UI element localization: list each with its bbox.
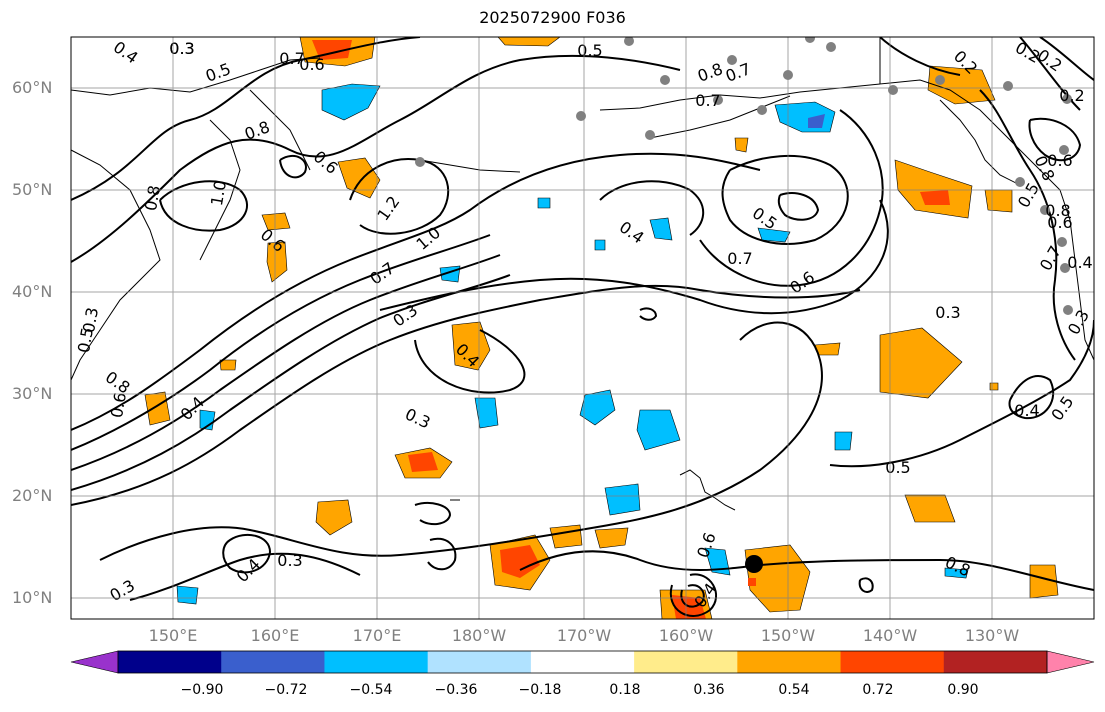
colorbar-segment	[737, 651, 842, 673]
contour-label: 1.2	[373, 192, 403, 224]
lon-label-150e: 150°E	[148, 626, 198, 645]
colorbar-tick-label: 0.18	[609, 682, 641, 698]
contour-label: 0.8	[141, 184, 164, 212]
contour-label: 1.0	[412, 223, 444, 254]
colorbar-tick-label: 0.36	[693, 682, 725, 698]
lon-label-170w: 170°W	[556, 626, 612, 645]
positive-anomaly-shading	[144, 37, 1059, 619]
colorbar	[70, 650, 1095, 674]
contour-label: 0.7	[366, 258, 398, 288]
figure-title: 2025072900 F036	[479, 8, 626, 27]
strong-negative-anomaly-shading	[808, 114, 825, 128]
lon-label-180w: 180°W	[451, 626, 507, 645]
contour-label: 0.8	[1045, 201, 1070, 220]
colorbar-tick-label: −0.18	[518, 682, 562, 698]
contour-label: 0.4	[110, 37, 142, 67]
lon-label-170e: 170°E	[352, 626, 402, 645]
lat-label-40n: 40°N	[12, 282, 53, 301]
lon-label-160e: 160°E	[250, 626, 300, 645]
contour-label: 0.4	[616, 217, 648, 247]
contour-label: 0.6	[310, 147, 342, 178]
map-frame	[70, 36, 1095, 620]
colorbar-segment	[943, 651, 1048, 673]
contour-label: 0.7	[695, 91, 720, 110]
graticule	[71, 37, 1094, 619]
contour-label: 0.7	[727, 249, 752, 268]
map-area: 0.30.40.5 0.60.70.80.80.60.80.61.0 1.21.00…	[71, 37, 1094, 619]
strong-positive-anomaly-shading	[312, 40, 950, 619]
colorbar-min-extension	[70, 650, 119, 674]
contour-label: 0.5	[1047, 392, 1077, 424]
contour-label: 0.4	[1014, 401, 1039, 420]
colorbar-tick-label: 0.54	[778, 682, 810, 698]
contour-label: 0.3	[935, 303, 960, 322]
lon-label-150w: 150°W	[760, 626, 816, 645]
colorbar-segment	[530, 651, 635, 673]
contour-labels: 0.30.40.5 0.60.70.80.80.60.80.61.0 1.21.00…	[74, 37, 1093, 611]
contour-label: 0.3	[169, 39, 194, 58]
contour-label: 0.2	[1059, 86, 1084, 105]
lon-label-140w: 140°W	[862, 626, 918, 645]
lat-label-50n: 50°N	[12, 180, 53, 199]
colorbar-tick-label: −0.36	[434, 682, 478, 698]
colorbar-max-extension	[1046, 650, 1095, 674]
station-markers	[415, 37, 1073, 315]
colorbar-segment	[427, 651, 532, 673]
colorbar-tick-label: −0.72	[264, 682, 308, 698]
colorbar-tick-label: 0.72	[862, 682, 894, 698]
contour-label: 0.6	[299, 55, 324, 74]
contour-label: 0.5	[749, 203, 781, 233]
lon-label-160w: 160°W	[658, 626, 714, 645]
contour-label: 0.7	[279, 49, 304, 68]
contour-label: 0.5	[885, 458, 910, 477]
contour-label: 0.3	[277, 551, 302, 570]
contour-label: 0.5	[74, 326, 97, 354]
contour-label: 0.4	[1067, 253, 1092, 272]
contour-label: 0.5	[577, 41, 602, 60]
contour-label: 1.0	[207, 179, 230, 207]
lat-label-20n: 20°N	[12, 486, 53, 505]
colorbar-segment	[221, 651, 325, 673]
contour-label: 0.6	[786, 267, 818, 297]
contour-label: 0.3	[106, 576, 138, 605]
contour-label: 0.4	[233, 555, 264, 586]
lon-label-130w: 130°W	[964, 626, 1020, 645]
contour-label: 0.3	[79, 306, 102, 334]
colorbar-segment	[840, 651, 945, 673]
colorbar-segment	[118, 651, 222, 673]
contour-label: 0.6	[1047, 213, 1072, 232]
colorbar-tick-label: 0.90	[947, 682, 979, 698]
lat-label-10n: 10°N	[12, 588, 53, 607]
contour-lines	[71, 37, 1094, 617]
colorbar-tick-label: −0.90	[180, 682, 224, 698]
colorbar-tick-label: −0.54	[349, 682, 393, 698]
contour-label: 0.3	[169, 39, 194, 58]
contour-label: 0.3	[402, 404, 433, 432]
contour-label: 0.6	[1047, 151, 1072, 170]
lat-label-60n: 60°N	[12, 78, 53, 97]
lat-label-30n: 30°N	[12, 384, 53, 403]
contour-label: 0.6	[107, 391, 130, 419]
colorbar-segment	[324, 651, 429, 673]
coastlines	[71, 37, 1094, 511]
target-location-marker	[745, 555, 763, 573]
colorbar-frame	[117, 650, 1048, 674]
colorbar-segment	[634, 651, 738, 673]
